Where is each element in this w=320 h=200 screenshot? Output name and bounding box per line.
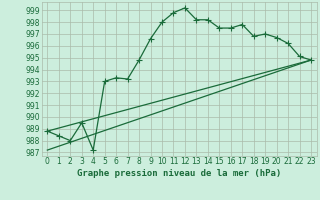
X-axis label: Graphe pression niveau de la mer (hPa): Graphe pression niveau de la mer (hPa) (77, 169, 281, 178)
